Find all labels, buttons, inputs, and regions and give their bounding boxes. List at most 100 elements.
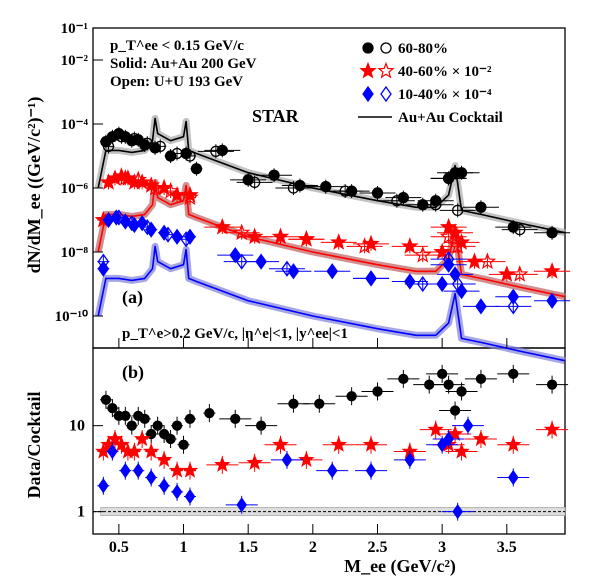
panel-b-label: (b) xyxy=(122,362,144,383)
text-line-1: p_T^ee < 0.15 GeV/c xyxy=(110,38,244,54)
ytick-a-label-2: 10⁻⁶ xyxy=(61,181,89,197)
point-a-3-0 xyxy=(116,169,135,186)
point-a-5-2 xyxy=(125,214,138,232)
point-a-4-15 xyxy=(404,273,416,290)
legend-label-2: 10-40% × 10⁻⁴ xyxy=(398,87,492,103)
point-a-5-11 xyxy=(451,275,464,293)
point-b-0-25 xyxy=(449,405,461,416)
point-b-1-21 xyxy=(453,442,470,459)
point-b-0-26 xyxy=(456,386,467,397)
ytick-a-label-3: 10⁻⁴ xyxy=(61,117,89,133)
panel-a-label: (a) xyxy=(122,287,143,308)
point-b-1-11 xyxy=(214,456,231,472)
point-a-3-7 xyxy=(355,237,374,254)
ytick-b-label-1: 10 xyxy=(69,418,85,435)
point-a-5-3 xyxy=(141,218,154,236)
text-line-3: Open: U+U 193 GeV xyxy=(110,74,243,90)
point-a-0-23 xyxy=(455,167,468,179)
point-a-0-14 xyxy=(294,179,306,192)
axis-ticks: 0.5 1 1.5 2 2.5 3 3.5 10⁻¹⁰ 10⁻⁸ 10⁻⁶ 10⁻⁴ 10⁻² 10⁻¹… xyxy=(55,21,517,556)
point-b-0-17 xyxy=(288,398,299,409)
point-a-0-13 xyxy=(268,169,280,181)
point-b-0-13 xyxy=(184,413,196,425)
point-a-1-3 xyxy=(141,137,153,149)
cocktail-band-2 xyxy=(94,242,566,365)
panel-b-markers xyxy=(95,364,569,521)
point-a-3-6 xyxy=(297,230,316,247)
point-b-0-0 xyxy=(100,394,112,405)
point-a-3-3 xyxy=(161,181,180,199)
point-b-1-18 xyxy=(427,420,444,437)
point-a-5-4 xyxy=(162,226,174,243)
point-a-2-24 xyxy=(543,262,561,279)
point-a-1-14 xyxy=(452,204,464,217)
point-b-2-17 xyxy=(507,469,519,486)
point-a-4-22 xyxy=(546,292,558,309)
point-a-4-10 xyxy=(229,246,242,264)
panel-a-ylabel: dN/dM_ee ((GeV/c²)⁻¹) xyxy=(24,97,45,274)
point-b-0-6 xyxy=(139,413,150,425)
point-b-2-1 xyxy=(107,443,118,460)
point-a-2-12 xyxy=(245,227,264,245)
point-b-1-14 xyxy=(298,451,315,468)
point-a-0-26 xyxy=(546,227,558,239)
point-a-3-10 xyxy=(448,237,467,254)
point-a-1-5 xyxy=(171,147,183,160)
point-b-2-7 xyxy=(184,488,196,505)
point-a-4-19 xyxy=(455,282,468,300)
point-b-2-4 xyxy=(145,469,157,486)
point-b-0-18 xyxy=(314,398,325,409)
point-a-0-25 xyxy=(507,221,519,233)
point-a-3-11 xyxy=(478,252,497,270)
point-a-5-9 xyxy=(416,275,429,293)
point-b-0-19 xyxy=(346,391,357,402)
point-a-1-7 xyxy=(210,145,222,157)
xtick-label-3: 2 xyxy=(309,539,317,556)
ratio-reference xyxy=(93,507,566,516)
legend-label-0: 60-80% xyxy=(398,41,448,57)
point-b-0-11 xyxy=(171,420,183,431)
point-b-1-15 xyxy=(330,435,348,452)
point-b-0-23 xyxy=(437,368,448,380)
point-b-0-16 xyxy=(255,420,267,431)
point-a-5-8 xyxy=(365,270,377,287)
point-b-2-0 xyxy=(98,478,109,494)
point-a-0-17 xyxy=(371,187,384,199)
ytick-b-label-0: 1 xyxy=(77,504,85,521)
point-b-1-16 xyxy=(362,435,380,452)
xtick-label-5: 3 xyxy=(438,539,446,556)
point-a-1-6 xyxy=(184,150,196,162)
x-axis-label: M_ee (GeV/c²) xyxy=(344,556,456,577)
point-a-1-15 xyxy=(514,223,526,236)
legend-marker-2-solid xyxy=(362,85,374,103)
point-b-0-4 xyxy=(126,420,137,431)
legend-marker-2-open xyxy=(380,85,392,103)
point-b-0-28 xyxy=(508,368,519,380)
point-b-0-14 xyxy=(204,407,215,419)
point-b-1-8 xyxy=(155,451,173,468)
point-a-3-8 xyxy=(413,245,432,263)
point-a-2-21 xyxy=(452,233,471,250)
point-b-2-8 xyxy=(236,497,248,513)
point-b-2-9 xyxy=(281,452,293,468)
point-a-1-11 xyxy=(391,195,403,207)
point-a-0-24 xyxy=(475,201,487,213)
point-a-2-11 xyxy=(213,217,232,235)
legend-marker-1-open xyxy=(377,61,395,79)
point-a-1-12 xyxy=(430,199,442,211)
point-b-0-27 xyxy=(475,373,487,385)
xtick-label-2: 1.5 xyxy=(238,539,258,556)
point-a-1-10 xyxy=(339,185,351,197)
point-a-5-7 xyxy=(281,260,293,277)
point-b-0-22 xyxy=(424,379,435,390)
xtick-label-1: 1 xyxy=(180,539,188,556)
point-b-0-20 xyxy=(372,386,383,397)
legend-marker-0-solid xyxy=(362,42,374,54)
point-b-2-14 xyxy=(443,431,454,447)
point-b-2-12 xyxy=(404,452,416,468)
point-a-4-20 xyxy=(475,298,487,315)
point-a-3-5 xyxy=(232,223,251,241)
point-b-1-9 xyxy=(168,461,186,478)
